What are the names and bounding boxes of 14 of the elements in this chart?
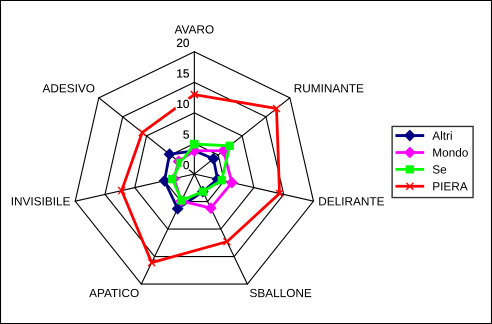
y-tick-label: 20 [176, 38, 189, 48]
y-tick-label: 15 [177, 69, 189, 78]
spoke-label: INVISIBILE [12, 197, 70, 206]
spoke-label: SBALLONE [250, 288, 312, 298]
legend-label: Se [432, 165, 446, 174]
spoke-label: ADESIVO [42, 84, 94, 92]
legend-label: Mondo [433, 148, 468, 157]
spoke-label: DELIRANTE [319, 197, 384, 206]
spoke-label: APATICO [89, 288, 139, 298]
legend-label: Altri [432, 131, 452, 140]
spoke-label: RUMINANTE [294, 84, 364, 92]
spoke-label: AVARO [174, 25, 214, 34]
y-tick-label: 5 [183, 130, 189, 139]
legend-label: PIERA [433, 182, 468, 190]
